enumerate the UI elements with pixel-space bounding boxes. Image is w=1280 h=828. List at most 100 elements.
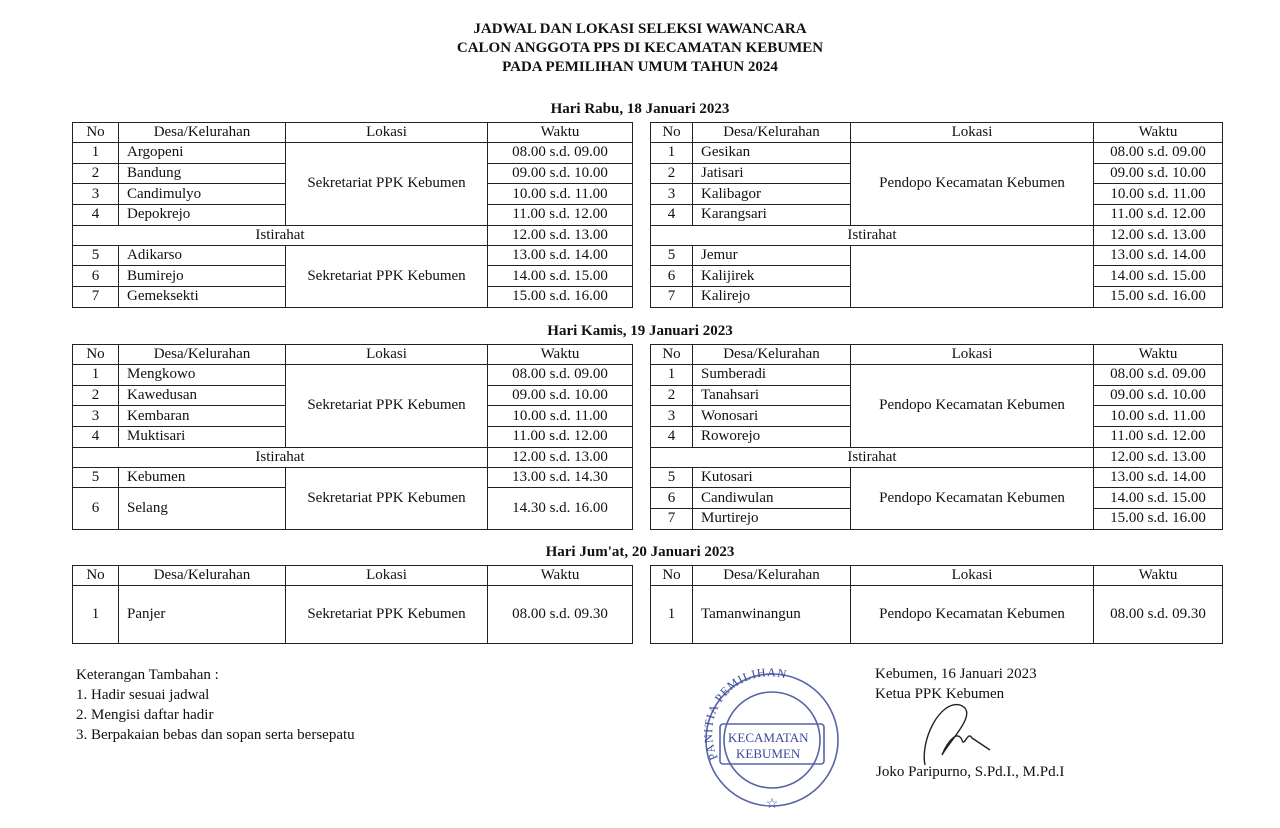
column-header-lokasi: Lokasi <box>285 122 488 143</box>
village-cell: Candiwulan <box>692 487 851 510</box>
svg-text:KEBUMEN: KEBUMEN <box>736 746 801 761</box>
village-cell: Bandung <box>118 162 286 185</box>
village-cell: Murtirejo <box>692 508 851 530</box>
note-item: 2. Mengisi daftar hadir <box>76 707 214 723</box>
number-cell: 5 <box>72 466 119 489</box>
time-cell: 08.00 s.d. 09.00 <box>487 364 633 386</box>
village-cell: Kutosari <box>692 466 851 489</box>
column-header-desa: Desa/Kelurahan <box>118 122 286 143</box>
number-cell: 6 <box>650 265 693 288</box>
column-header-desa: Desa/Kelurahan <box>692 122 851 143</box>
village-cell: Mengkowo <box>118 364 286 386</box>
number-cell: 6 <box>72 487 119 530</box>
time-cell: 11.00 s.d. 12.00 <box>1093 204 1223 226</box>
document-title: JADWAL DAN LOKASI SELEKSI WAWANCARA CALO… <box>0 20 1280 77</box>
number-cell: 1 <box>650 364 693 386</box>
note-item: 3. Berpakaian bebas dan sopan serta bers… <box>76 727 355 743</box>
column-header-desa: Desa/Kelurahan <box>118 344 286 365</box>
location-cell: Pendopo Kecamatan Kebumen <box>850 466 1094 530</box>
table-row: 5 Adikarso Sekretariat PPK Kebumen 13.00 s.… <box>72 244 633 308</box>
time-cell: 13.00 s.d. 14.00 <box>1093 466 1223 489</box>
break-row: Istirahat 12.00 s.d. 13.00 <box>72 446 633 468</box>
table-row: 4 Roworejo 11.00 s.d. 12.00 <box>650 426 1223 448</box>
number-cell: 1 <box>650 142 693 164</box>
village-cell: Roworejo <box>692 426 851 448</box>
village-cell: Muktisari <box>118 426 286 448</box>
number-cell: 2 <box>72 162 119 185</box>
location-cell: Sekretariat PPK Kebumen <box>285 466 488 530</box>
village-cell: Kalijirek <box>692 265 851 288</box>
number-cell: 1 <box>72 364 119 386</box>
svg-text:KECAMATAN: KECAMATAN <box>728 730 809 745</box>
table-row: 1 Mengkowo Sekretariat PPK Kebumen 08.00 s.… <box>72 364 633 448</box>
village-cell: Panjer <box>118 585 286 644</box>
number-cell: 4 <box>72 426 119 448</box>
village-cell: Gemeksekti <box>118 286 286 308</box>
schedule-table-left: No Desa/Kelurahan Lokasi Waktu 1 Argopeni Sekr… <box>72 122 633 308</box>
column-header-lokasi: Lokasi <box>285 344 488 365</box>
number-cell: 7 <box>650 508 693 530</box>
time-cell: 11.00 s.d. 12.00 <box>487 426 633 448</box>
time-cell: 08.00 s.d. 09.00 <box>487 142 633 164</box>
header-row: No Desa/Kelurahan Lokasi Waktu <box>650 344 1223 365</box>
village-cell: Kalibagor <box>692 183 851 206</box>
number-cell: 3 <box>650 405 693 428</box>
village-cell: Sumberadi <box>692 364 851 386</box>
table-row: 4 Depokrejo 11.00 s.d. 12.00 <box>72 204 633 226</box>
number-cell: 2 <box>72 384 119 407</box>
table-row: 7 Gemeksekti 15.00 s.d. 16.00 <box>72 286 633 308</box>
location-cell: Sekretariat PPK Kebumen <box>285 364 488 448</box>
table-row: 1 Tamanwinangun Pendopo Kecamatan Kebumen 0… <box>650 585 1223 644</box>
village-cell: Argopeni <box>118 142 286 164</box>
time-cell: 08.00 s.d. 09.00 <box>1093 364 1223 386</box>
signer-name: Joko Paripurno, S.Pd.I., M.Pd.I <box>876 764 1065 780</box>
village-cell: Candimulyo <box>118 183 286 206</box>
village-cell: Karangsari <box>692 204 851 226</box>
location-cell: Pendopo Kecamatan Kebumen <box>850 364 1094 448</box>
village-cell: Gesikan <box>692 142 851 164</box>
header-row: No Desa/Kelurahan Lokasi Waktu <box>650 565 1223 586</box>
location-cell: Sekretariat PPK Kebumen <box>285 142 488 226</box>
svg-text:☆: ☆ <box>766 797 779 812</box>
title-line-2: CALON ANGGOTA PPS DI KECAMATAN KEBUMEN <box>456 40 824 56</box>
time-cell: 14.00 s.d. 15.00 <box>1093 265 1223 288</box>
village-cell: Kawedusan <box>118 384 286 407</box>
time-cell: 09.00 s.d. 10.00 <box>1093 384 1223 407</box>
column-header-lokasi: Lokasi <box>850 122 1094 143</box>
schedule-table-right: No Desa/Kelurahan Lokasi Waktu 1 Gesikan Pendo… <box>650 122 1223 308</box>
village-cell: Kembaran <box>118 405 286 428</box>
number-cell: 1 <box>650 585 693 644</box>
number-cell: 4 <box>72 204 119 226</box>
header-row: No Desa/Kelurahan Lokasi Waktu <box>72 122 633 143</box>
village-cell: Jemur <box>692 244 851 267</box>
time-cell: 10.00 s.d. 11.00 <box>487 405 633 428</box>
break-label: Istirahat <box>72 446 488 468</box>
time-cell: 08.00 s.d. 09.30 <box>487 585 633 644</box>
village-cell: Depokrejo <box>118 204 286 226</box>
location-cell: Pendopo Kecamatan Kebumen <box>850 142 1094 226</box>
table-row: 1 Argopeni Sekretariat PPK Kebumen 08.00 s.… <box>72 142 633 226</box>
number-cell: 6 <box>72 265 119 288</box>
time-cell: 09.00 s.d. 10.00 <box>487 384 633 407</box>
number-cell: 2 <box>650 384 693 407</box>
village-cell: Wonosari <box>692 405 851 428</box>
village-cell: Selang <box>118 487 286 530</box>
break-row: Istirahat 12.00 s.d. 13.00 <box>650 446 1223 468</box>
day-heading: Hari Jum'at, 20 Januari 2023 <box>545 544 735 560</box>
village-cell: Bumirejo <box>118 265 286 288</box>
number-cell: 5 <box>650 466 693 489</box>
time-cell: 09.00 s.d. 10.00 <box>1093 162 1223 185</box>
break-row: Istirahat 12.00 s.d. 13.00 <box>72 224 633 246</box>
location-cell: Sekretariat PPK Kebumen <box>285 244 488 308</box>
time-cell: 15.00 s.d. 16.00 <box>1093 286 1223 308</box>
number-cell: 5 <box>650 244 693 267</box>
number-cell: 7 <box>72 286 119 308</box>
notes-heading: Keterangan Tambahan : <box>76 667 219 683</box>
header-row: No Desa/Kelurahan Lokasi Waktu <box>72 565 633 586</box>
number-cell: 3 <box>72 405 119 428</box>
village-cell: Adikarso <box>118 244 286 267</box>
table-row: 7 Murtirejo 15.00 s.d. 16.00 <box>650 508 1223 530</box>
table-row: 2 Jatisari 09.00 s.d. 10.00 <box>650 162 1223 185</box>
number-cell: 3 <box>650 183 693 206</box>
village-cell: Jatisari <box>692 162 851 185</box>
